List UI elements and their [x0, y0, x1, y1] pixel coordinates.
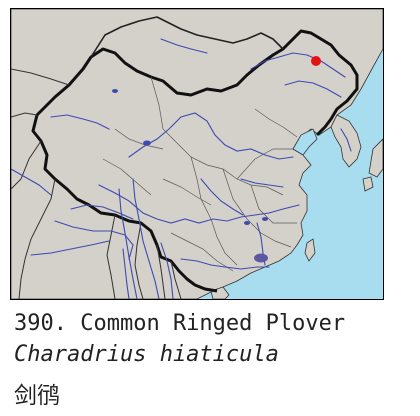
- mongolia-border: [90, 16, 284, 58]
- japan-kyushu: [362, 176, 374, 192]
- pearl-river: [180, 258, 270, 270]
- mainland-landmass: [11, 9, 383, 299]
- lancang-river: [132, 178, 160, 299]
- dongting-lake: [244, 221, 250, 225]
- record-point-marker: [311, 56, 321, 66]
- yellow-river: [128, 112, 294, 160]
- china-map-svg: [11, 9, 383, 299]
- baikal-side-lake: [112, 89, 118, 93]
- poyang-lake: [262, 217, 268, 221]
- huai-river: [240, 178, 284, 188]
- neighbour-borders: [11, 68, 182, 299]
- china-border: [35, 29, 359, 137]
- hanjiang-river: [200, 178, 244, 216]
- korea-peninsula: [330, 114, 362, 168]
- qinghai-lake: [143, 140, 151, 146]
- species-chinese-name: 剑鸻: [14, 383, 60, 409]
- taiwan-island: [304, 238, 316, 262]
- tibet-river: [70, 204, 134, 220]
- bohai-sea: [292, 128, 318, 156]
- japan-islands: [368, 138, 383, 178]
- mongolia-river: [160, 38, 208, 54]
- yangtze-river: [98, 184, 300, 224]
- heilong-river: [250, 52, 346, 78]
- indus-river: [11, 168, 52, 196]
- xinjiang-river: [50, 114, 110, 130]
- species-number-and-name: 390. Common Ringed Plover: [14, 311, 346, 336]
- songhua-river: [284, 80, 342, 98]
- brahmaputra-river: [54, 220, 134, 260]
- rivers: [11, 38, 352, 299]
- mekong-branch: [160, 242, 174, 299]
- korea-river: [340, 128, 352, 152]
- species-latin-name: Charadrius hiaticula: [14, 342, 279, 367]
- range-patch-marker: [254, 253, 268, 263]
- nu-river: [118, 188, 138, 299]
- ganges-river: [30, 240, 110, 256]
- distribution-map: [10, 8, 384, 300]
- irrawaddy-river: [122, 248, 130, 299]
